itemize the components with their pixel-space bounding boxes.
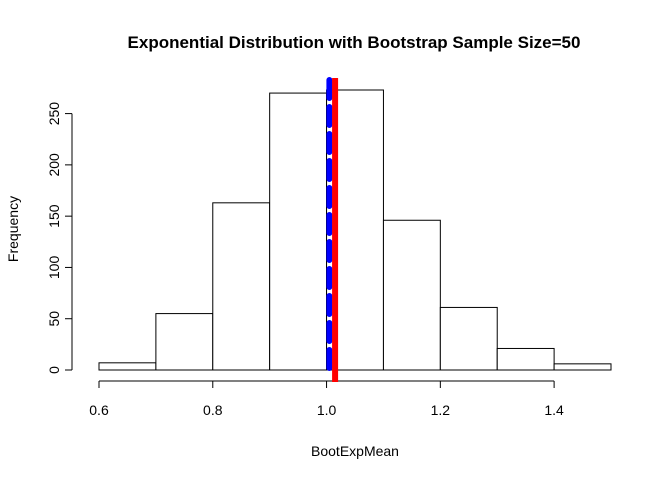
histogram-bar — [439, 306, 498, 371]
x-tick-label: 1.4 — [544, 402, 564, 418]
y-tick-label: 150 — [46, 204, 62, 228]
x-tick-label: 1.2 — [431, 402, 451, 418]
histogram-bars — [98, 89, 612, 371]
x-tick-label: 0.6 — [89, 402, 109, 418]
x-axis-label: BootExpMean — [311, 443, 399, 459]
x-tick-label: 1.0 — [317, 402, 337, 418]
histogram-bar — [496, 347, 555, 371]
histogram-bar — [155, 313, 214, 371]
histogram-bar — [382, 219, 441, 371]
y-tick-label: 50 — [46, 311, 62, 327]
y-axis: 0 50 100 150 200 250 — [46, 102, 73, 374]
y-axis-label: Frequency — [5, 196, 21, 262]
x-tick-label: 0.8 — [203, 402, 223, 418]
histogram-bar — [269, 92, 328, 371]
y-tick-label: 0 — [46, 366, 62, 374]
y-tick-label: 200 — [46, 153, 62, 177]
y-tick-label: 100 — [46, 256, 62, 280]
reference-lines — [326, 77, 339, 382]
chart-title: Exponential Distribution with Bootstrap … — [128, 33, 581, 52]
x-axis: 0.6 0.8 1.0 1.2 1.4 — [89, 380, 564, 418]
histogram-bar — [553, 363, 612, 371]
histogram-bar — [98, 362, 157, 371]
y-tick-label: 250 — [46, 102, 62, 126]
histogram-bar — [212, 202, 271, 371]
